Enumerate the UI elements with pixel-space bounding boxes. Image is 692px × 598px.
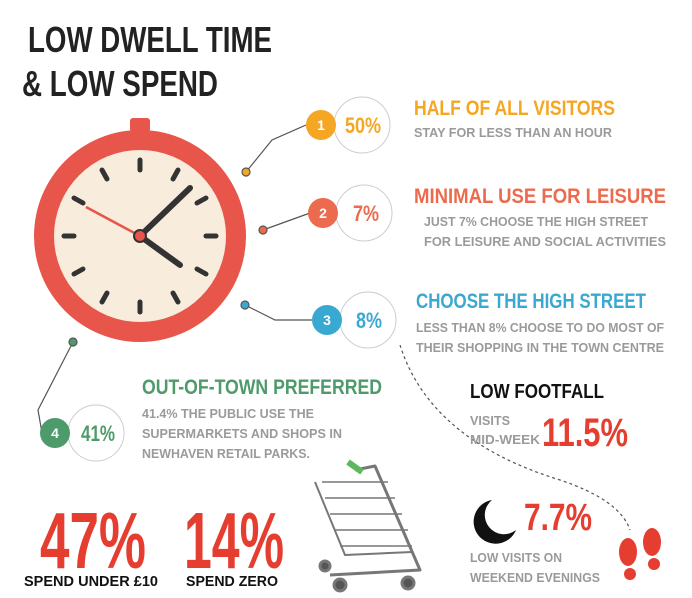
title: LOW DWELL TIME — [28, 19, 272, 60]
item-3: 3 8% CHOOSE THE HIGH STREET LESS THAN 8%… — [312, 290, 664, 355]
number: 1 — [317, 117, 325, 133]
label: MID-WEEK — [470, 432, 541, 447]
item-1: 1 50% HALF OF ALL VISITORS STAY FOR LESS… — [306, 96, 615, 154]
text: STAY FOR LESS THAN AN HOUR — [414, 125, 613, 140]
value: 47% — [40, 496, 146, 585]
value: 7.7% — [524, 497, 592, 539]
text: FOR LEISURE AND SOCIAL ACTIVITIES — [424, 234, 666, 249]
heading: MINIMAL USE FOR LEISURE — [414, 185, 666, 208]
value: 41% — [81, 421, 115, 446]
footprints — [619, 528, 661, 580]
label: WEEKEND EVENINGS — [470, 570, 600, 585]
value: 8% — [356, 308, 382, 333]
number: 4 — [51, 425, 59, 441]
value: 50% — [345, 113, 381, 138]
evening: 7.7% LOW VISITS ON WEEKEND EVENINGS — [470, 497, 600, 585]
label: LOW VISITS ON — [470, 550, 562, 565]
clock — [34, 118, 246, 342]
spend: 47% SPEND UNDER £10 14% SPEND ZERO — [24, 496, 284, 590]
text: JUST 7% CHOOSE THE HIGH STREET — [424, 214, 648, 229]
number: 2 — [319, 205, 327, 221]
number: 3 — [323, 312, 331, 328]
label: SPEND ZERO — [186, 573, 278, 590]
heading: HALF OF ALL VISITORS — [414, 97, 615, 120]
text: LESS THAN 8% CHOOSE TO DO MOST OF — [416, 320, 664, 335]
item-2: 2 7% MINIMAL USE FOR LEISURE JUST 7% CHO… — [308, 184, 666, 249]
heading: OUT-OF-TOWN PREFERRED — [142, 376, 382, 399]
label: SPEND UNDER £10 — [24, 573, 158, 590]
label: VISITS — [470, 413, 510, 428]
value: 7% — [353, 201, 379, 226]
heading: CHOOSE THE HIGH STREET — [416, 290, 646, 313]
text: SUPERMARKETS AND SHOPS IN — [142, 426, 342, 441]
text: THEIR SHOPPING IN THE TOWN CENTRE — [416, 340, 664, 355]
text: 41.4% THE PUBLIC USE THE — [142, 406, 314, 421]
item-4: 4 41% OUT-OF-TOWN PREFERRED 41.4% THE PU… — [40, 376, 382, 462]
cart — [314, 459, 422, 593]
heading: LOW FOOTFALL — [470, 381, 604, 403]
value: 14% — [184, 496, 284, 585]
value: 11.5% — [542, 411, 628, 455]
connectors — [37, 124, 631, 531]
footfall: LOW FOOTFALL VISITS MID-WEEK 11.5% — [470, 381, 628, 455]
title: & LOW SPEND — [22, 63, 218, 104]
text: NEWHAVEN RETAIL PARKS. — [142, 446, 310, 461]
